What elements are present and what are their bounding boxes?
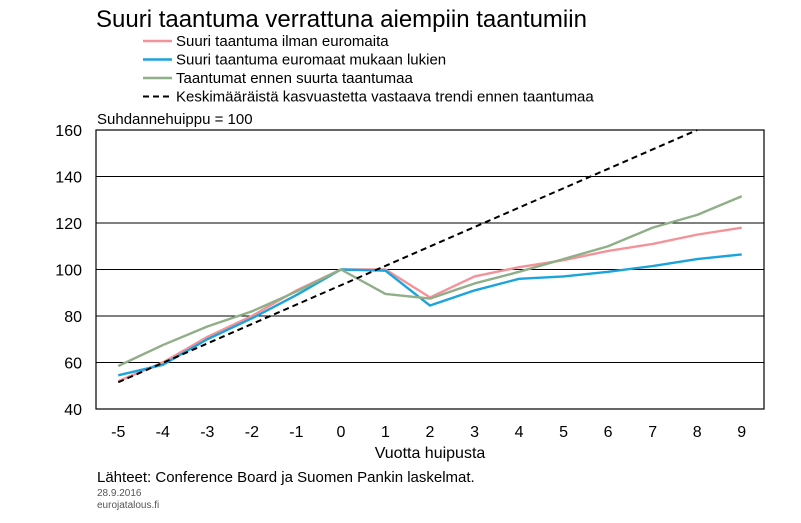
y-tick-label: 80 xyxy=(64,309,82,326)
unit-label: Suhdannehuippu = 100 xyxy=(97,111,253,128)
plot-area: 40 60 80 100 120 140 160 -5 -4 -3 -2 -1 0 1 2 3 4 5 6 7 8 9 xyxy=(55,123,765,441)
x-tick-label: 8 xyxy=(693,424,702,441)
series-line-3 xyxy=(117,195,743,368)
legend-label: Keskimääräistä kasvuastetta vastaava tre… xyxy=(176,89,594,106)
date-note: 28.9.2016 xyxy=(97,488,142,499)
series-line-2 xyxy=(117,253,742,377)
x-tick-label: -2 xyxy=(245,424,259,441)
x-tick-label: -1 xyxy=(289,424,303,441)
x-tick-label: 9 xyxy=(737,424,746,441)
y-tick-label: 100 xyxy=(55,263,82,280)
chart-title: Suuri taantuma verrattuna aiempiin taant… xyxy=(96,6,587,33)
y-tick-label: 60 xyxy=(64,356,82,373)
legend-label: Taantumat ennen suurta taantumaa xyxy=(176,70,413,87)
site-note: eurojatalous.fi xyxy=(97,500,159,511)
legend-label: Suuri taantuma ilman euromaita xyxy=(176,33,389,50)
x-tick-label: 4 xyxy=(515,424,524,441)
x-tick-label: 7 xyxy=(648,424,657,441)
x-tick-label: 0 xyxy=(336,424,345,441)
x-tick-label: 2 xyxy=(426,424,435,441)
y-tick-label: 40 xyxy=(64,402,82,419)
x-tick-label: -4 xyxy=(156,424,170,441)
series-line-4 xyxy=(117,129,698,384)
legend: Suuri taantuma ilman euromaita Suuri taan… xyxy=(143,33,594,106)
y-tick-label: 140 xyxy=(55,170,82,187)
source-note: Lähteet: Conference Board ja Suomen Pank… xyxy=(97,469,475,486)
x-axis-title: Vuotta huipusta xyxy=(375,445,486,462)
x-tick-label: -5 xyxy=(111,424,125,441)
legend-label: Suuri taantuma euromaat mukaan lukien xyxy=(176,52,446,69)
x-tick-label: 6 xyxy=(604,424,613,441)
x-tick-label: 5 xyxy=(559,424,568,441)
plot-frame xyxy=(95,129,765,410)
x-tick-label: 1 xyxy=(381,424,390,441)
x-tick-label: -3 xyxy=(200,424,214,441)
x-tick-label: 3 xyxy=(470,424,479,441)
y-tick-label: 120 xyxy=(55,216,82,233)
y-tick-label: 160 xyxy=(55,123,82,140)
